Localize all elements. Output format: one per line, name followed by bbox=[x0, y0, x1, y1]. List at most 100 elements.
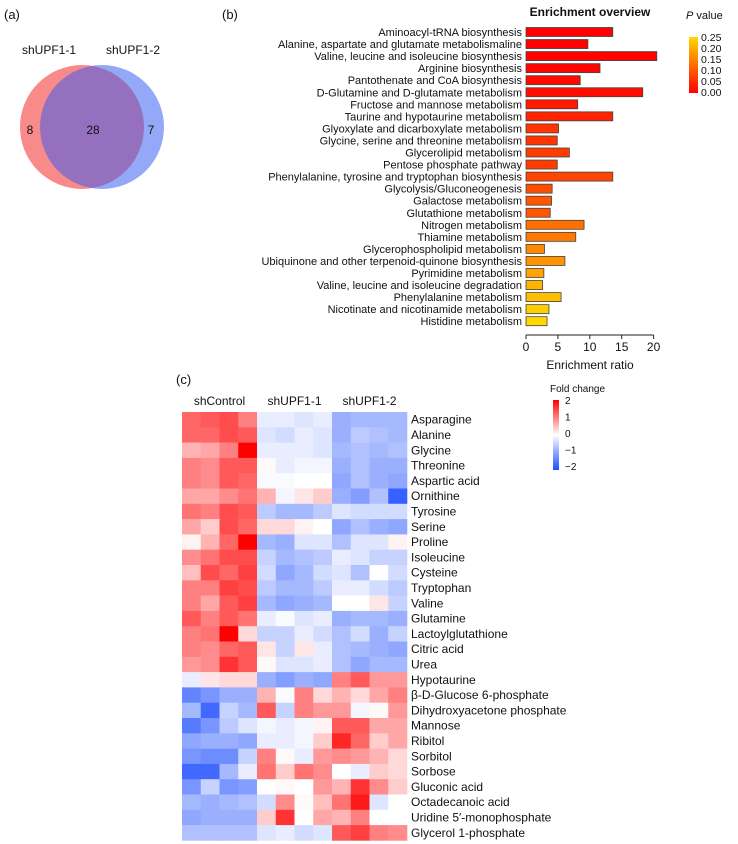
heatmap-cell bbox=[369, 718, 389, 734]
heatmap-cell bbox=[350, 442, 370, 459]
heatmap-cell bbox=[238, 473, 258, 489]
heatmap-cell bbox=[238, 580, 258, 596]
heatmap-cell bbox=[182, 641, 202, 658]
heatmap-cell bbox=[313, 809, 333, 826]
heatmap-cell bbox=[294, 580, 314, 596]
heatmap-cell bbox=[238, 825, 258, 841]
heatmap-cell bbox=[275, 779, 295, 795]
heatmap-cell bbox=[294, 473, 314, 489]
bar-x-tick-label: 0 bbox=[523, 340, 530, 354]
heatmap-cell bbox=[388, 825, 408, 841]
heatmap-row-label: Octadecanoic acid bbox=[411, 795, 510, 809]
pvalue-legend-tick: 0.15 bbox=[701, 54, 722, 66]
heatmap-cell bbox=[369, 794, 389, 811]
heatmap-cell bbox=[350, 672, 370, 688]
heatmap-cell bbox=[313, 565, 333, 581]
foldchange-legend-tick: −1 bbox=[565, 446, 577, 457]
heatmap-row-label: Citric acid bbox=[411, 642, 464, 656]
heatmap-cell bbox=[350, 656, 370, 673]
heatmap-cell bbox=[200, 580, 220, 596]
heatmap-cell bbox=[313, 503, 333, 520]
bar bbox=[525, 87, 644, 98]
heatmap-cell bbox=[257, 763, 277, 780]
heatmap-row-label: Serine bbox=[411, 520, 446, 534]
bar bbox=[525, 75, 581, 86]
heatmap-cell bbox=[200, 442, 220, 459]
heatmap-cell bbox=[238, 610, 258, 627]
heatmap-cell bbox=[350, 427, 370, 443]
heatmap-cell bbox=[350, 610, 370, 627]
bar bbox=[525, 268, 545, 278]
heatmap-cell bbox=[219, 534, 239, 550]
heatmap-cell bbox=[313, 733, 333, 749]
bar-category-label: Glycerolipid metabolism bbox=[405, 148, 522, 160]
heatmap-cell bbox=[200, 565, 220, 581]
heatmap-cell bbox=[369, 457, 389, 474]
heatmap-cell bbox=[238, 412, 258, 428]
bar-category-label: Thiamine metabolism bbox=[417, 232, 522, 244]
bar-category-label: Phenylalanine, tyrosine and tryptophan b… bbox=[268, 172, 522, 184]
heatmap-cell bbox=[388, 488, 408, 505]
heatmap-cell bbox=[200, 718, 220, 734]
heatmap-cell bbox=[200, 412, 220, 428]
heatmap-cell bbox=[219, 457, 239, 474]
heatmap: shControl shUPF1-1 shUPF1-2 AsparagineAlani… bbox=[182, 394, 567, 841]
heatmap-cell bbox=[369, 565, 389, 581]
heatmap-cell bbox=[350, 779, 370, 795]
bar-category-label: Glycerophospholipid metabolism bbox=[363, 244, 522, 256]
heatmap-cell bbox=[294, 595, 314, 612]
heatmap-cell bbox=[350, 763, 370, 780]
heatmap-cell bbox=[294, 534, 314, 550]
heatmap-cell bbox=[332, 718, 352, 734]
heatmap-cell bbox=[219, 748, 239, 765]
heatmap-cell bbox=[219, 610, 239, 627]
heatmap-cell bbox=[219, 519, 239, 535]
heatmap-cell bbox=[219, 809, 239, 826]
heatmap-cell bbox=[369, 610, 389, 627]
heatmap-cell bbox=[294, 794, 314, 811]
heatmap-cell bbox=[388, 549, 408, 566]
heatmap-cell bbox=[369, 595, 389, 612]
heatmap-cell bbox=[275, 565, 295, 581]
heatmap-cell bbox=[200, 779, 220, 795]
heatmap-cell bbox=[294, 626, 314, 642]
heatmap-cell bbox=[238, 687, 258, 703]
heatmap-cell bbox=[388, 442, 408, 459]
heatmap-cell bbox=[388, 503, 408, 520]
heatmap-cell bbox=[350, 641, 370, 658]
foldchange-legend-title: Fold change bbox=[550, 384, 605, 395]
heatmap-cell bbox=[294, 641, 314, 658]
heatmap-cell bbox=[388, 779, 408, 795]
heatmap-cell bbox=[388, 702, 408, 719]
venn-count-shupf1-2-only: 7 bbox=[148, 123, 155, 137]
heatmap-cell bbox=[200, 763, 220, 780]
heatmap-cell bbox=[182, 549, 202, 566]
heatmap-cell bbox=[257, 779, 277, 795]
heatmap-cell bbox=[238, 534, 258, 550]
heatmap-cell bbox=[313, 457, 333, 474]
heatmap-row-label: Mannose bbox=[411, 719, 461, 733]
bar bbox=[525, 243, 545, 254]
heatmap-cell bbox=[275, 748, 295, 765]
heatmap-cell bbox=[294, 733, 314, 749]
heatmap-cell bbox=[350, 626, 370, 642]
panel-a-label: (a) bbox=[4, 7, 20, 22]
heatmap-cell bbox=[219, 794, 239, 811]
panel-c-label: (c) bbox=[176, 372, 191, 387]
venn-label-shupf1-2: shUPF1-2 bbox=[106, 43, 160, 57]
bar bbox=[525, 256, 566, 266]
heatmap-cell bbox=[350, 473, 370, 489]
bar-category-label: Pantothenate and CoA biosynthesis bbox=[348, 75, 523, 87]
heatmap-cell bbox=[388, 565, 408, 581]
heatmap-cell bbox=[275, 733, 295, 749]
heatmap-cell bbox=[219, 503, 239, 520]
heatmap-cell bbox=[219, 488, 239, 505]
heatmap-cell bbox=[332, 809, 352, 826]
heatmap-cell bbox=[182, 733, 202, 749]
heatmap-cell bbox=[294, 809, 314, 826]
heatmap-cell bbox=[369, 503, 389, 520]
heatmap-cell bbox=[182, 763, 202, 780]
heatmap-cell bbox=[388, 718, 408, 734]
heatmap-cell bbox=[369, 809, 389, 826]
heatmap-cell bbox=[350, 549, 370, 566]
